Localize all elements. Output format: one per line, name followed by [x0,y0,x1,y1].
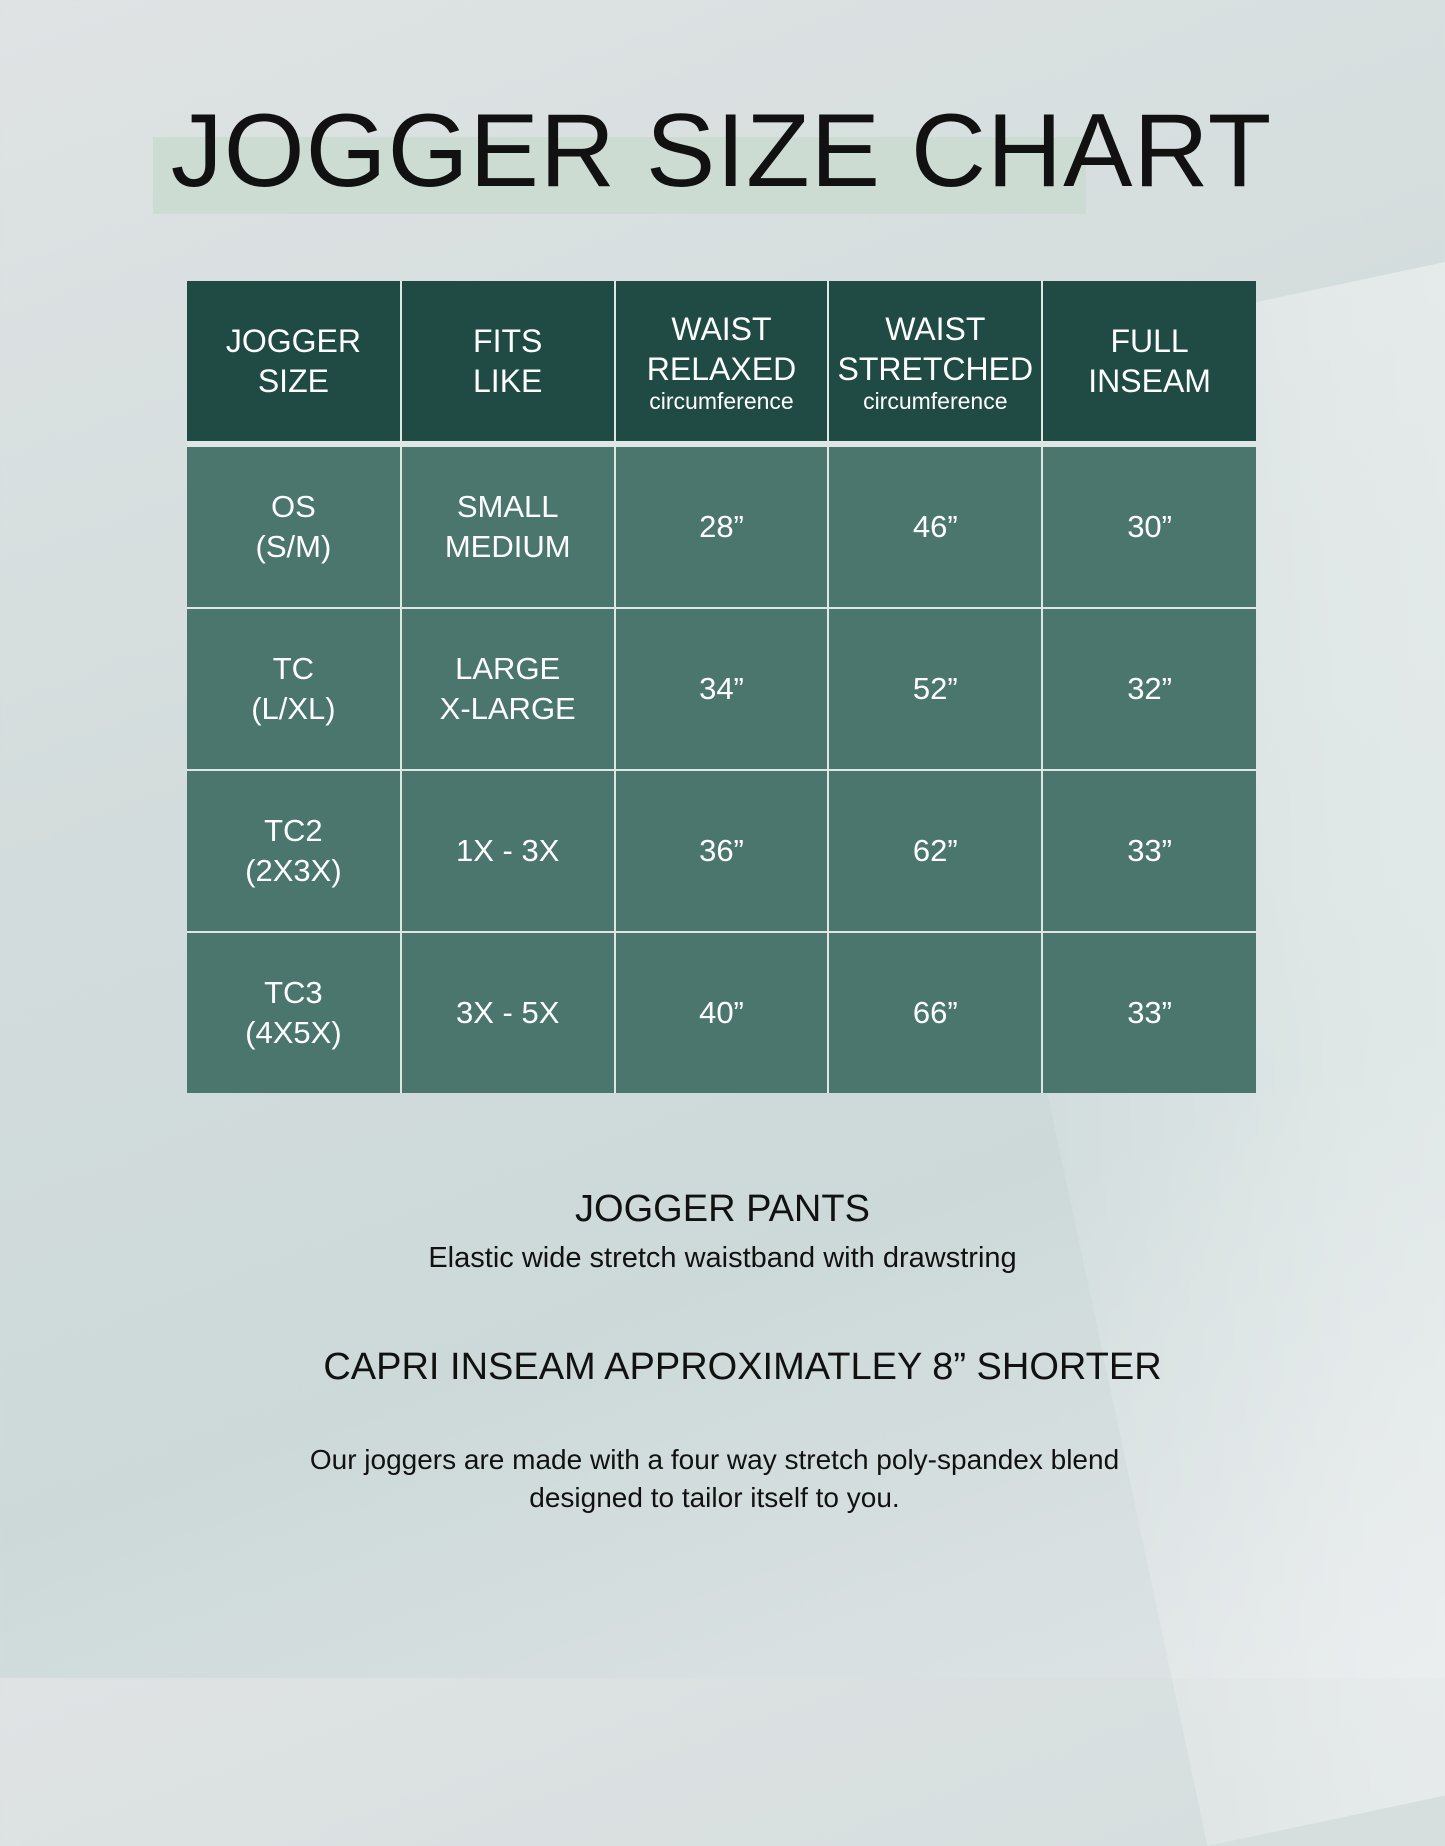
fits-like-cell-text: SMALL [456,489,559,524]
column-header-line2: INSEAM [1088,363,1211,399]
capri-note: CAPRI INSEAM APPROXIMATLEY 8” SHORTER [323,1346,1162,1388]
waist-relaxed-cell-text: 40” [699,995,744,1030]
column-header: JOGGER SIZE [187,281,402,445]
size-cell-text: TC3 [264,975,323,1010]
inseam-cell: 32” [1041,607,1256,771]
inseam-cell-text: 32” [1127,671,1172,706]
size-cell: OS (S/M) [187,443,402,609]
column-header-line2: SIZE [257,363,329,399]
waist-relaxed-cell-text: 34” [699,671,744,706]
table-row: OS (S/M) SMALL MEDIUM 28” 46” 30” [187,443,1256,609]
column-header: WAIST RELAXED circumference [613,281,830,445]
table-body: OS (S/M) SMALL MEDIUM 28” 46” 30” TC (L/XL) LARGE… [187,443,1256,1093]
waist-stretched-cell-text: 66” [912,995,958,1030]
column-header-line2: STRETCHED [837,351,1034,387]
inseam-cell: 33” [1041,931,1256,1093]
size-cell-text: (S/M) [255,529,332,564]
inseam-cell: 33” [1041,769,1256,933]
waist-stretched-cell: 46” [827,443,1044,609]
fits-like-cell-text: 3X - 5X [456,995,560,1030]
waist-stretched-cell-text: 46” [912,509,958,544]
waist-stretched-cell-text: 52” [912,671,958,706]
inseam-cell: 30” [1041,443,1256,609]
size-cell-text: TC [272,651,315,686]
column-header-line2: RELAXED [646,351,797,387]
size-cell: TC3 (4X5X) [187,931,402,1093]
waist-stretched-cell: 52” [827,607,1044,771]
column-header-line1: FULL [1110,323,1189,359]
waistband-note: Elastic wide stretch waistband with draw… [428,1242,1017,1274]
waist-stretched-cell: 66” [827,931,1044,1093]
waist-relaxed-cell-text: 36” [699,833,744,868]
size-cell: TC2 (2X3X) [187,769,402,933]
fabric-note-line-2: designed to tailor itself to you. [529,1482,900,1513]
waist-relaxed-cell-text: 28” [699,509,744,544]
page-title-text: JOGGER SIZE CHART [170,93,1273,209]
table-row: TC (L/XL) LARGE X-LARGE 34” 52” 32” [187,607,1256,771]
column-header-line1: WAIST [885,311,986,347]
size-cell-text: TC2 [264,813,323,848]
product-heading: JOGGER PANTS [575,1188,870,1230]
column-header-sub: circumference [649,388,794,414]
column-header-line1: FITS [473,323,543,359]
waist-stretched-cell: 62” [827,769,1044,933]
waist-relaxed-cell: 40” [613,931,830,1093]
column-header-line1: WAIST [671,311,772,347]
title-highlight [153,137,1086,214]
column-header: FULL INSEAM [1041,281,1256,445]
waist-relaxed-cell: 28” [613,443,830,609]
fits-like-cell-text: MEDIUM [444,529,571,564]
waist-relaxed-cell: 34” [613,607,830,771]
table-row: TC2 (2X3X) 1X - 3X 36” 62” 33” [187,769,1256,933]
waist-stretched-cell-text: 62” [912,833,958,868]
size-cell-text: (2X3X) [245,853,342,888]
inseam-cell-text: 33” [1127,833,1172,868]
column-header: WAIST STRETCHED circumference [827,281,1044,445]
size-cell-text: (L/XL) [251,691,336,726]
fits-like-cell: 3X - 5X [399,931,616,1093]
column-header: FITS LIKE [399,281,616,445]
table-row: TC3 (4X5X) 3X - 5X 40” 66” 33” [187,931,1256,1093]
inseam-cell-text: 33” [1127,995,1172,1030]
fits-like-cell: SMALL MEDIUM [399,443,616,609]
fits-like-cell-text: 1X - 3X [456,833,560,868]
size-table: JOGGER SIZE FITS LIKE WAIST RELAXED circumfere… [187,281,1256,1093]
waist-relaxed-cell: 36” [613,769,830,933]
fits-like-cell-text: X-LARGE [439,691,576,726]
fabric-note: Our joggers are made with a four way str… [0,1441,1437,1517]
page-title: JOGGER SIZE CHART [0,92,1445,211]
size-cell-text: OS [271,489,316,524]
fabric-note-line-1: Our joggers are made with a four way str… [309,1444,1120,1475]
fits-like-cell: LARGE X-LARGE [399,607,616,771]
inseam-cell-text: 30” [1127,509,1172,544]
column-header-line1: JOGGER [225,323,361,359]
column-header-line2: LIKE [473,363,543,399]
fits-like-cell-text: LARGE [455,651,561,686]
size-cell: TC (L/XL) [187,607,402,771]
size-cell-text: (4X5X) [245,1015,342,1050]
fits-like-cell: 1X - 3X [399,769,616,933]
column-header-sub: circumference [863,388,1008,414]
table-header-row: JOGGER SIZE FITS LIKE WAIST RELAXED circumfere… [187,281,1256,445]
